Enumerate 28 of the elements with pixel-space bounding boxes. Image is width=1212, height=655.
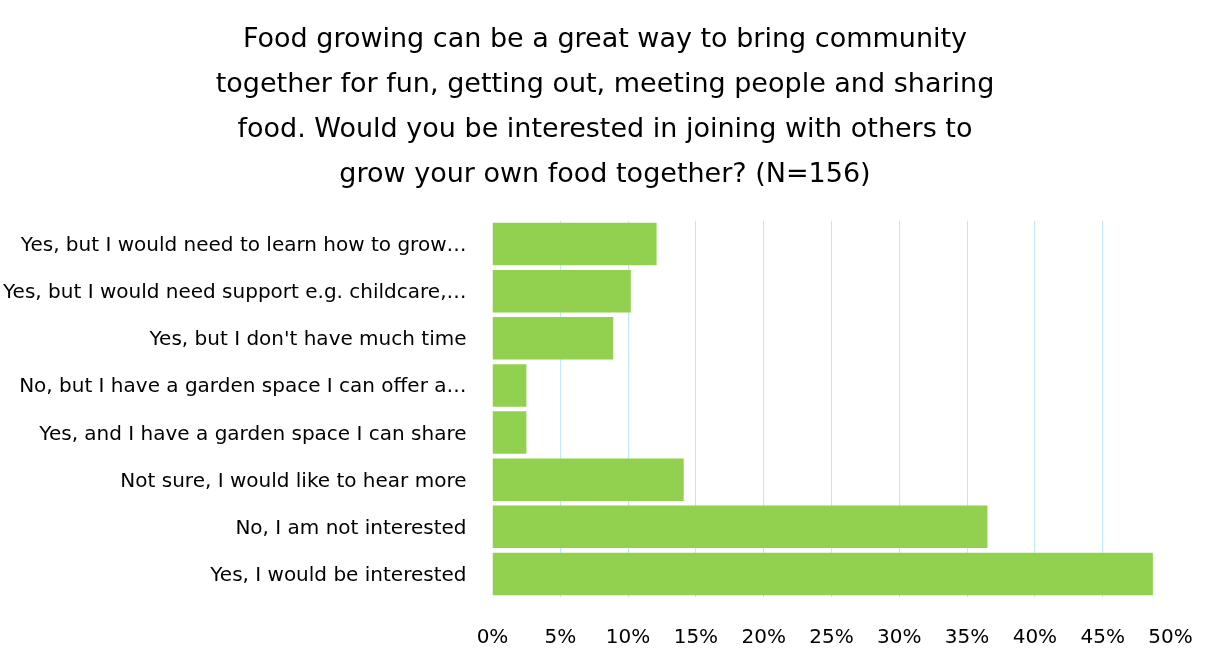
y-tick-label: Not sure, I would like to hear more — [120, 467, 467, 492]
bar — [492, 364, 527, 407]
x-tick-label: 25% — [809, 623, 854, 648]
bar — [492, 458, 684, 501]
x-tick-label: 10% — [605, 623, 651, 648]
x-tick-label: 30% — [877, 623, 922, 648]
x-tick-label: 35% — [944, 623, 990, 648]
y-tick-label: Yes, I would be interested — [209, 561, 467, 586]
x-tick-label: 40% — [1012, 623, 1058, 648]
x-tick-label: 45% — [1080, 623, 1125, 648]
y-tick-label: No, I am not interested — [235, 514, 467, 539]
y-tick-label: No, but I have a garden space I can offer a… — [19, 373, 467, 398]
x-tick-label: 20% — [741, 623, 786, 648]
bar — [492, 505, 988, 549]
chart-title: Food growing can be a great way to bring community together for fun, getting out, meeting people and sharing food. Would you be interested in joining with others to grow your own food together? (N=156) — [215, 21, 995, 190]
bar — [492, 411, 527, 454]
bar — [492, 552, 1153, 596]
bar — [492, 222, 657, 266]
x-tick-label: 50% — [1148, 623, 1193, 648]
y-tick-label: Yes, and I have a garden space I can share — [38, 420, 467, 445]
x-tick-label: 0% — [476, 623, 509, 648]
x-tick-label: 5% — [544, 623, 577, 648]
y-tick-label: Yes, but I don't have much time — [148, 326, 467, 351]
y-tick-label: Yes, but I would need support e.g. childcare,… — [2, 279, 467, 304]
bar — [492, 317, 614, 360]
y-tick-label: Yes, but I would need to learn how to grow… — [19, 232, 467, 257]
bar — [492, 269, 631, 313]
x-tick-label: 15% — [673, 623, 719, 648]
